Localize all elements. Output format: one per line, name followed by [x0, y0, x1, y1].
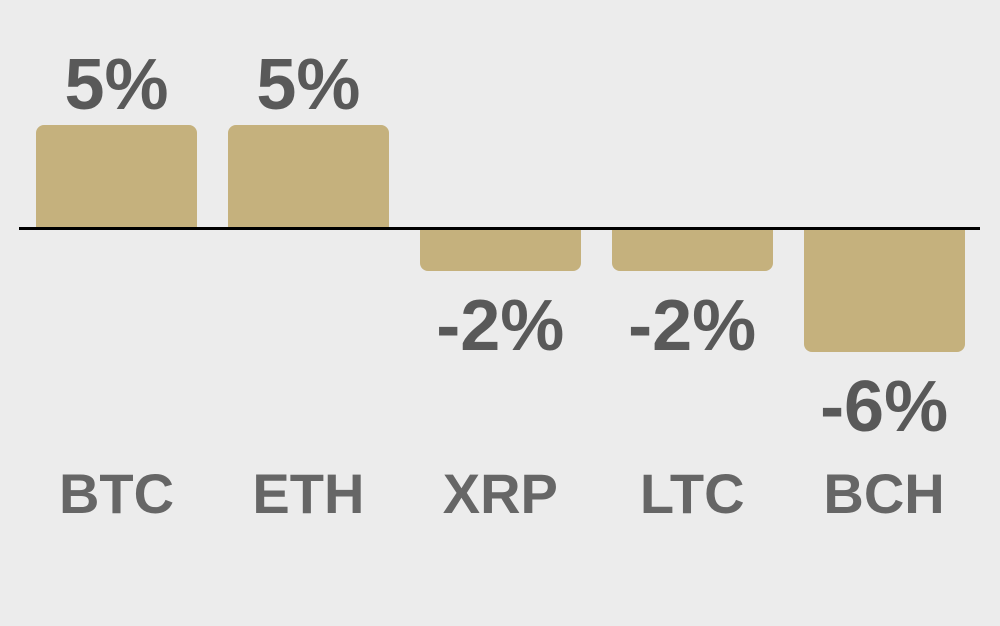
value-label-eth: 5% — [256, 45, 361, 125]
category-label-bch: BCH — [823, 462, 945, 525]
value-label-xrp: -2% — [436, 285, 565, 366]
bar-btc — [36, 125, 197, 227]
value-label-ltc: -2% — [628, 285, 757, 366]
bar-eth — [227, 125, 389, 227]
bar-ltc — [611, 230, 773, 271]
value-label-btc: 5% — [64, 45, 169, 125]
bar-bch — [803, 230, 965, 353]
category-label-eth: ETH — [252, 462, 365, 525]
value-label-bch: -6% — [820, 367, 949, 448]
bar-xrp — [419, 230, 581, 271]
x-axis-line — [19, 226, 980, 230]
category-label-xrp: XRP — [442, 462, 558, 525]
category-label-ltc: LTC — [639, 462, 745, 525]
category-label-btc: BTC — [58, 462, 175, 525]
